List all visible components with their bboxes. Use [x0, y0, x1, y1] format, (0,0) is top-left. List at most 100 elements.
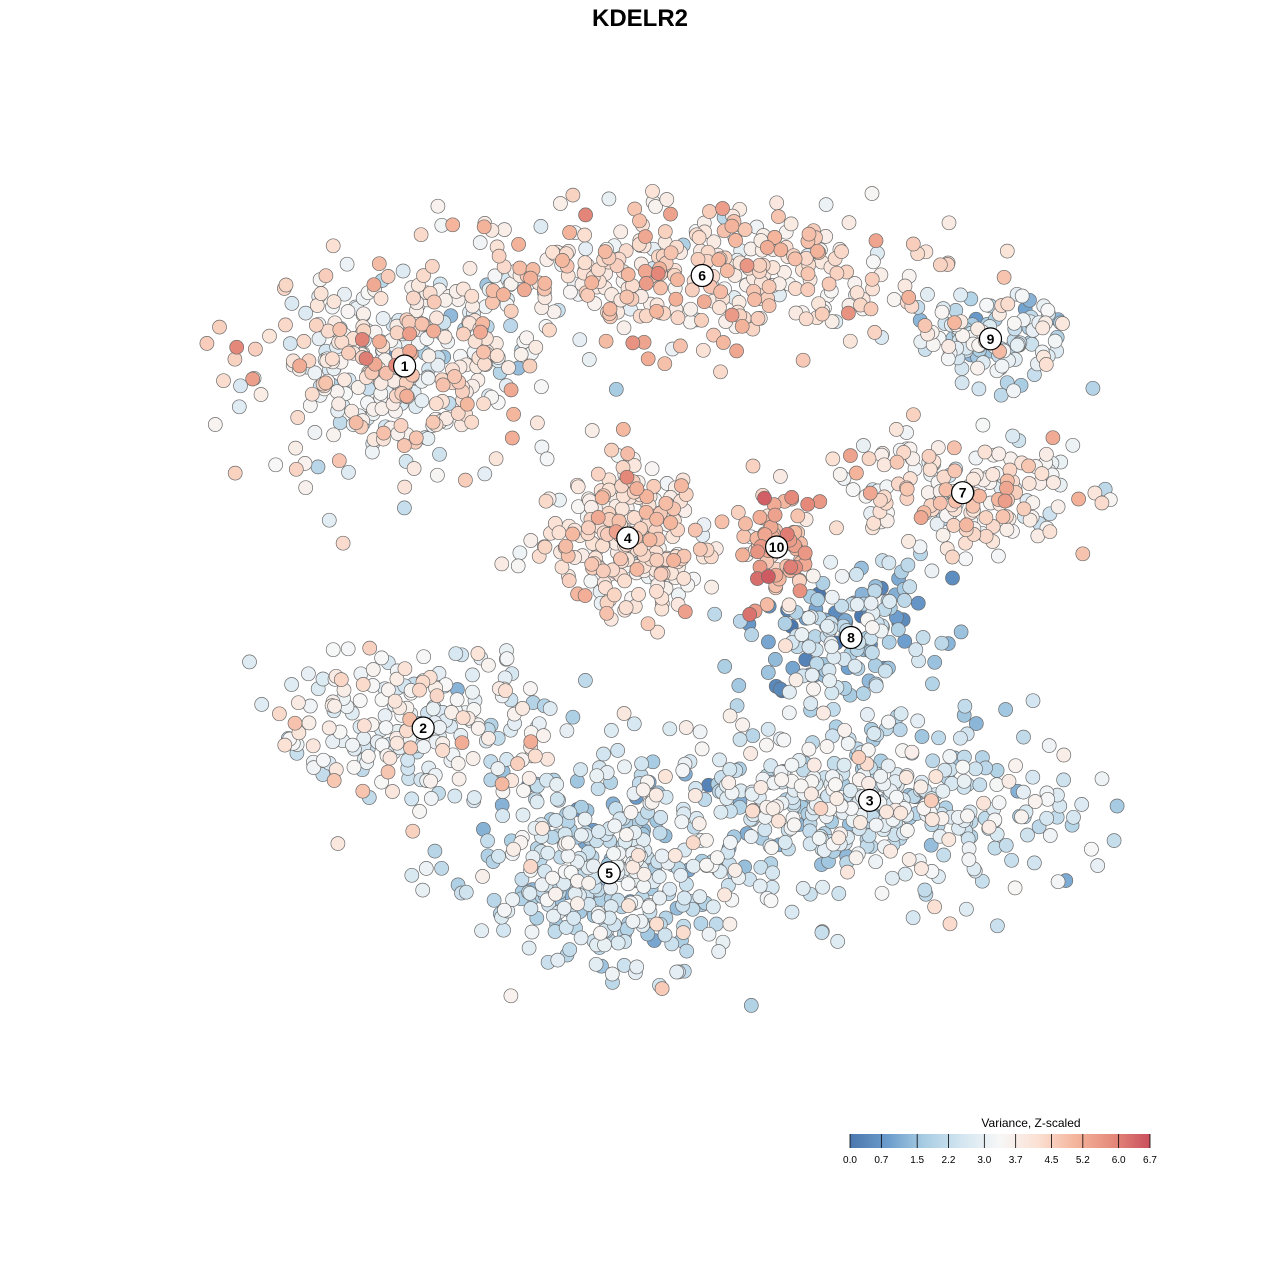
data-point [868, 678, 884, 694]
data-point [503, 988, 519, 1004]
data-point [512, 545, 528, 561]
data-point [423, 791, 439, 806]
data-point [1007, 880, 1023, 896]
cluster-label-text: 2 [419, 720, 427, 736]
data-point [687, 788, 703, 803]
data-point [663, 206, 678, 222]
data-point [701, 926, 717, 942]
data-point [968, 716, 984, 731]
data-point [610, 743, 626, 758]
data-point [321, 512, 337, 528]
data-point [800, 496, 816, 512]
cluster-label-badge [764, 535, 789, 559]
data-point [530, 415, 545, 431]
data-point [994, 358, 1010, 374]
data-point [420, 370, 436, 386]
data-point [784, 490, 800, 505]
data-point [400, 752, 416, 768]
data-point [905, 910, 921, 926]
data-point [668, 291, 684, 307]
data-point [897, 633, 913, 649]
data-point [290, 410, 306, 425]
data-point [793, 778, 809, 794]
data-point [514, 872, 530, 887]
data-point [486, 892, 502, 908]
data-point [494, 556, 510, 572]
data-point [834, 244, 849, 259]
data-point [473, 324, 488, 340]
data-point [329, 384, 345, 400]
data-point [849, 465, 864, 481]
data-point [874, 885, 890, 901]
data-point [712, 752, 727, 768]
data-point [862, 485, 878, 501]
data-point [521, 940, 537, 956]
data-point [669, 964, 685, 980]
data-point [981, 819, 997, 835]
data-point [625, 914, 641, 929]
data-point [607, 818, 623, 834]
data-point [501, 360, 516, 375]
data-point [955, 759, 971, 775]
data-point [905, 236, 921, 252]
data-point [268, 457, 284, 473]
data-point [626, 716, 642, 732]
data-point [861, 451, 877, 467]
data-point [570, 896, 585, 912]
data-point [464, 288, 480, 304]
data-point [657, 356, 673, 372]
data-point [565, 709, 581, 725]
data-point [305, 738, 321, 754]
data-point [325, 642, 341, 658]
data-point [747, 292, 762, 307]
data-point [658, 495, 674, 511]
data-point [455, 710, 471, 726]
data-point [783, 559, 799, 575]
data-point [662, 881, 678, 897]
data-point [550, 952, 566, 968]
data-point [719, 263, 735, 279]
data-point [777, 616, 793, 631]
data-point [428, 396, 444, 412]
color-legend: Variance, Z-scaled 0.0 0.7 1.5 2.2 3.0 3.7 4.5… [843, 1116, 1157, 1166]
data-point [644, 461, 660, 477]
data-point [584, 423, 600, 438]
data-point [337, 286, 352, 302]
data-point [759, 240, 775, 255]
data-point [970, 360, 985, 376]
data-point [935, 527, 951, 543]
data-point [971, 381, 987, 397]
data-point [1040, 302, 1056, 318]
data-point [686, 858, 701, 874]
data-point [659, 192, 675, 207]
data-point [731, 678, 747, 693]
data-point [335, 535, 351, 551]
data-point [650, 624, 665, 640]
data-point [792, 583, 808, 599]
data-point [653, 566, 669, 582]
data-point [930, 440, 946, 455]
data-point [653, 280, 668, 296]
data-point [783, 216, 799, 232]
data-points [199, 183, 1125, 1013]
data-point [427, 843, 443, 859]
data-point [595, 563, 611, 579]
data-point [743, 746, 758, 761]
data-point [804, 667, 820, 683]
data-point [1027, 855, 1042, 871]
data-point [458, 472, 473, 488]
data-point [954, 375, 970, 391]
data-point [991, 446, 1007, 462]
data-point [432, 446, 447, 462]
data-point [537, 539, 553, 555]
data-point [395, 263, 411, 279]
data-point [709, 850, 725, 866]
data-point [488, 451, 504, 467]
data-point [397, 661, 413, 677]
data-point [536, 728, 551, 743]
data-point [843, 448, 858, 463]
data-point [823, 554, 838, 570]
data-point [892, 722, 908, 738]
data-point [904, 744, 920, 760]
data-point [522, 358, 538, 374]
